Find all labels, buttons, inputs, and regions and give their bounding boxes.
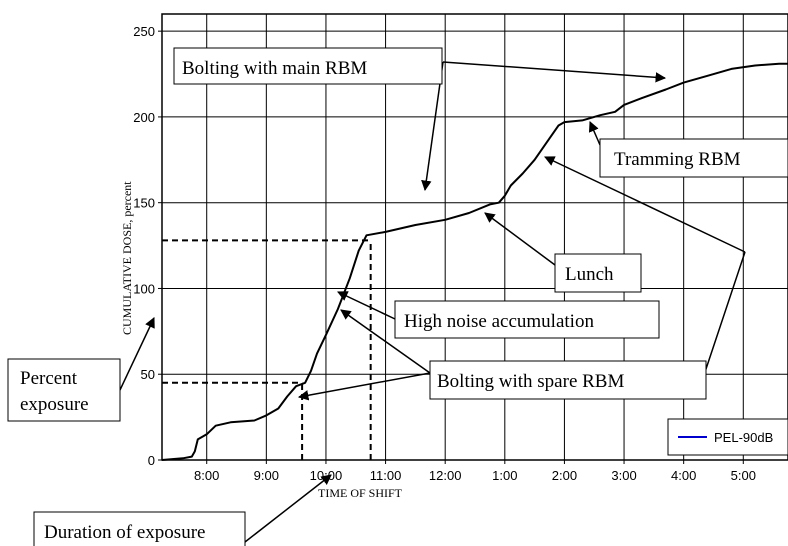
x-tick-label: 9:00 bbox=[254, 468, 279, 483]
callout-tramming: Tramming RBM bbox=[599, 138, 788, 178]
x-tick-label: 8:00 bbox=[194, 468, 219, 483]
arrow-percent bbox=[119, 317, 155, 391]
x-tick-label: 1:00 bbox=[492, 468, 517, 483]
arrow-tramming-1 bbox=[588, 121, 601, 146]
callout-duration: Duration of exposure bbox=[33, 511, 246, 546]
callout-percent-line1: Percent bbox=[20, 368, 78, 389]
series-line-pel-90db bbox=[161, 62, 788, 461]
arrow-high-noise bbox=[337, 291, 396, 320]
y-axis-label: CUMULATIVE DOSE, percent bbox=[120, 181, 134, 335]
grid bbox=[162, 14, 788, 460]
x-tick-label: 10:00 bbox=[310, 468, 343, 483]
callout-tramming-text: Tramming RBM bbox=[614, 149, 741, 170]
callout-percent-line2: exposure bbox=[20, 394, 89, 415]
x-tick-label: 3:00 bbox=[611, 468, 636, 483]
y-tick-label: 100 bbox=[133, 281, 155, 296]
x-tick-label: 4:00 bbox=[671, 468, 696, 483]
callout-main-rbm: Bolting with main RBM bbox=[173, 47, 443, 85]
callout-spare-rbm: Bolting with spare RBM bbox=[429, 360, 707, 400]
plot-frame bbox=[161, 13, 788, 461]
callout-high-noise: High noise accumulation bbox=[394, 300, 660, 339]
y-tick-label: 0 bbox=[148, 453, 155, 468]
y-tick-label: 250 bbox=[133, 24, 155, 39]
callout-main-rbm-text: Bolting with main RBM bbox=[182, 58, 367, 79]
x-axis-label: TIME OF SHIFT bbox=[318, 486, 403, 500]
arrow-main-rbm-1 bbox=[442, 61, 667, 83]
y-tick-label: 50 bbox=[141, 367, 155, 382]
arrow-spare-2 bbox=[297, 372, 431, 401]
legend-box bbox=[667, 418, 788, 456]
x-tick-label: 12:00 bbox=[429, 468, 462, 483]
annotation-arrows bbox=[119, 61, 746, 543]
callout-high-noise-text: High noise accumulation bbox=[404, 311, 594, 332]
arrow-spare-1 bbox=[340, 309, 431, 374]
x-tick-label: 2:00 bbox=[552, 468, 577, 483]
legend-label: PEL-90dB bbox=[714, 430, 773, 445]
y-tick-label: 150 bbox=[133, 196, 155, 211]
arrow-tramming-3 bbox=[704, 251, 746, 373]
tick-labels: 8:00 9:00 10:00 11:00 12:00 1:00 2:00 3:00 4:00 5… bbox=[133, 24, 756, 483]
callout-duration-text: Duration of exposure bbox=[44, 522, 205, 543]
y-tick-label: 200 bbox=[133, 110, 155, 125]
x-tick-label: 5:00 bbox=[731, 468, 756, 483]
arrow-duration bbox=[244, 474, 332, 543]
callout-percent-exposure: Percent exposure bbox=[7, 358, 121, 422]
series-group bbox=[161, 62, 788, 461]
arrow-tramming-2 bbox=[544, 156, 746, 253]
arrow-lunch bbox=[484, 212, 556, 266]
x-tick-label: 11:00 bbox=[370, 468, 402, 483]
callout-spare-rbm-text: Bolting with spare RBM bbox=[437, 371, 624, 392]
legend: PEL-90dB bbox=[667, 418, 788, 456]
callout-lunch: Lunch bbox=[554, 253, 642, 293]
callout-lunch-text: Lunch bbox=[565, 264, 614, 285]
